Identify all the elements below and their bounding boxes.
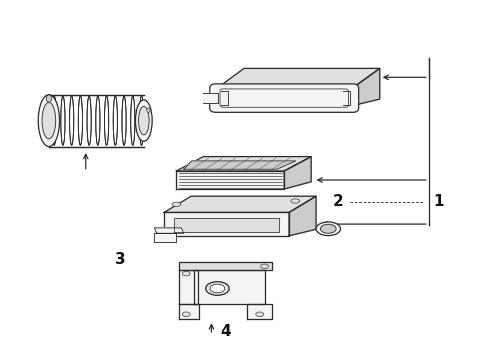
Polygon shape — [154, 228, 184, 233]
Polygon shape — [174, 218, 279, 232]
Polygon shape — [179, 262, 272, 270]
Ellipse shape — [182, 312, 190, 317]
Ellipse shape — [38, 95, 59, 147]
Text: 4: 4 — [220, 324, 231, 339]
Polygon shape — [176, 171, 284, 189]
Text: 2: 2 — [333, 194, 343, 209]
Bar — [51, 97, 146, 144]
Ellipse shape — [291, 199, 300, 203]
Ellipse shape — [139, 106, 149, 135]
Polygon shape — [289, 196, 316, 236]
Polygon shape — [194, 270, 265, 304]
Ellipse shape — [316, 222, 341, 236]
Text: 3: 3 — [115, 252, 125, 267]
Ellipse shape — [320, 224, 336, 233]
Polygon shape — [164, 212, 289, 236]
Polygon shape — [176, 157, 311, 171]
Polygon shape — [203, 93, 218, 103]
Ellipse shape — [261, 264, 269, 269]
Ellipse shape — [135, 100, 152, 141]
Polygon shape — [247, 304, 272, 319]
Ellipse shape — [206, 282, 229, 295]
Ellipse shape — [256, 312, 264, 317]
FancyBboxPatch shape — [210, 84, 359, 112]
Polygon shape — [184, 161, 295, 169]
Ellipse shape — [210, 284, 225, 293]
Polygon shape — [154, 233, 176, 242]
Polygon shape — [355, 68, 380, 105]
Ellipse shape — [182, 271, 190, 276]
Polygon shape — [179, 304, 199, 319]
Polygon shape — [179, 270, 198, 304]
Ellipse shape — [172, 202, 181, 207]
Ellipse shape — [42, 103, 56, 139]
Text: 1: 1 — [433, 194, 444, 209]
Polygon shape — [46, 95, 51, 103]
Polygon shape — [284, 157, 311, 189]
Polygon shape — [164, 196, 316, 212]
Polygon shape — [220, 68, 380, 86]
Ellipse shape — [47, 96, 51, 102]
Ellipse shape — [147, 108, 150, 113]
